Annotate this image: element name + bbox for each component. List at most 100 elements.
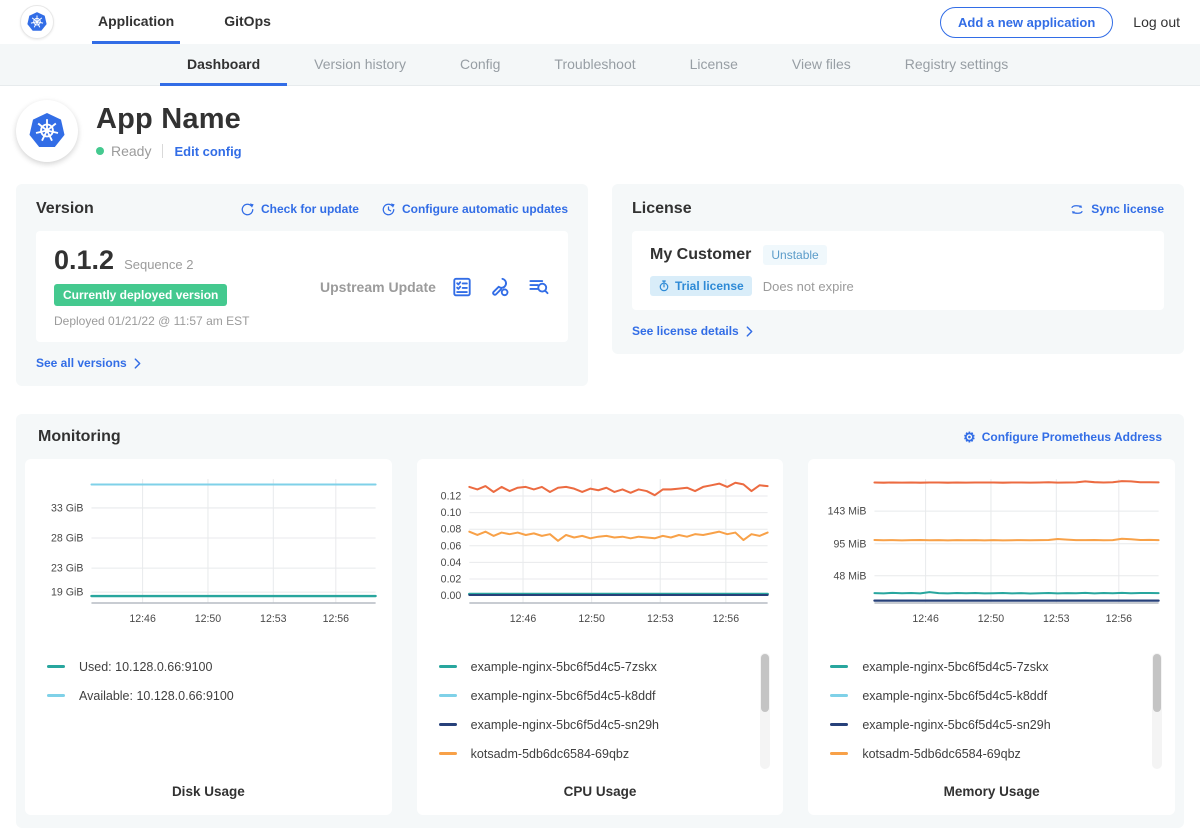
scrollbar-thumb[interactable] [1153,654,1161,712]
legend-item: example-nginx-5bc6f5d4c5-sn29h [830,710,1167,739]
logout-button[interactable]: Log out [1133,14,1180,30]
app-tab-version-history[interactable]: Version history [287,44,433,86]
svg-text:19 GiB: 19 GiB [51,587,83,599]
chart-plot: 0.12 0.10 0.08 0.06 0.04 0.02 0.00 12:46 12:50 12… [425,471,776,638]
app-tab-config[interactable]: Config [433,44,527,86]
edit-config-link[interactable]: Edit config [174,144,241,159]
chart-title: Memory Usage [816,784,1167,799]
svg-text:0.08: 0.08 [440,524,461,536]
configure-automatic-updates-link[interactable]: Configure automatic updates [381,202,568,217]
legend-label: example-nginx-5bc6f5d4c5-sn29h [862,718,1050,732]
legend-item: example-nginx-5bc6f5d4c5-k8ddf [830,681,1167,710]
svg-text:0.02: 0.02 [440,573,461,585]
channel-badge: Unstable [763,245,826,265]
version-panel-title: Version [36,200,94,218]
svg-text:0.10: 0.10 [440,507,461,519]
chart-card-disk-usage: 33 GiB28 GiB23 GiB19 GiB12:4612:5012:531… [25,459,392,815]
svg-text:12:56: 12:56 [1106,613,1133,625]
legend-label: example-nginx-5bc6f5d4c5-7zskx [471,660,657,674]
svg-text:12:56: 12:56 [323,613,350,625]
legend-label: example-nginx-5bc6f5d4c5-k8ddf [471,689,656,703]
legend-color-dash-icon [830,665,848,668]
customer-name: My Customer [650,246,751,264]
add-new-application-button[interactable]: Add a new application [940,7,1113,38]
see-all-versions-link[interactable]: See all versions [36,356,141,370]
svg-text:0.00: 0.00 [440,590,461,602]
check-for-update-link[interactable]: Check for update [240,202,359,217]
svg-text:48 MiB: 48 MiB [834,570,867,582]
legend-item: kotsadm-5db6dc6584-69qbz [439,739,776,768]
legend-scrollbar[interactable] [1152,653,1162,769]
license-expiry: Does not expire [763,279,854,294]
trial-license-badge: Trial license [650,276,752,296]
legend-item: example-nginx-5bc6f5d4c5-7zskx [830,652,1167,681]
legend-color-dash-icon [47,694,65,697]
version-number: 0.1.2 [54,245,114,276]
monitoring-section: Monitoring ⚙ Configure Prometheus Addres… [16,414,1184,828]
top-nav-tabs: Application GitOps [54,0,277,44]
legend-color-dash-icon [830,723,848,726]
svg-text:12:56: 12:56 [712,613,739,625]
legend-label: kotsadm-5db6dc6584-69qbz [862,747,1020,761]
legend-color-dash-icon [439,723,457,726]
configure-prometheus-link[interactable]: ⚙ Configure Prometheus Address [963,430,1162,444]
svg-text:12:46: 12:46 [509,613,536,625]
config-wrench-icon[interactable] [489,276,511,298]
legend-color-dash-icon [830,694,848,697]
chevron-right-icon [134,358,141,369]
svg-text:23 GiB: 23 GiB [51,563,83,575]
see-license-details-link[interactable]: See license details [632,324,753,338]
app-header: App Name Ready Edit config [0,86,1200,178]
clock-refresh-icon [381,202,396,217]
svg-text:33 GiB: 33 GiB [51,502,83,514]
legend-scrollbar[interactable] [760,653,770,769]
app-tab-dashboard[interactable]: Dashboard [160,44,287,86]
chart-legend: example-nginx-5bc6f5d4c5-7zskx example-n… [439,652,776,772]
legend-item: Used: 10.128.0.66:9100 [47,652,384,681]
legend-color-dash-icon [439,694,457,697]
legend-label: Available: 10.128.0.66:9100 [79,689,234,703]
top-tab-gitops[interactable]: GitOps [218,0,277,44]
chart-legend: Used: 10.128.0.66:9100 Available: 10.128… [47,652,384,772]
app-tab-view-files[interactable]: View files [765,44,878,86]
svg-text:12:53: 12:53 [260,613,287,625]
svg-text:0.04: 0.04 [440,557,461,569]
app-avatar-kubernetes-icon [16,100,78,162]
svg-text:143 MiB: 143 MiB [828,506,867,518]
deploy-logs-icon[interactable] [527,276,550,298]
svg-text:12:50: 12:50 [578,613,605,625]
legend-color-dash-icon [439,665,457,668]
top-tab-application[interactable]: Application [92,0,180,44]
legend-item: kotsadm-5db6dc6584-69qbz [830,739,1167,768]
status-dot-icon [96,147,104,155]
app-status: Ready [111,143,151,159]
app-tab-license[interactable]: License [663,44,765,86]
version-sequence: Sequence 2 [124,257,193,272]
svg-text:0.06: 0.06 [440,540,461,552]
sync-license-link[interactable]: Sync license [1069,202,1164,217]
license-panel: License Sync license My Customer Unstabl… [612,184,1184,354]
sync-arrows-icon [1069,202,1085,217]
svg-text:0.12: 0.12 [440,491,461,503]
chart-plot: 33 GiB28 GiB23 GiB19 GiB12:4612:5012:531… [33,471,384,638]
chart-legend: example-nginx-5bc6f5d4c5-7zskx example-n… [830,652,1167,772]
currently-deployed-badge: Currently deployed version [54,284,227,306]
legend-item: example-nginx-5bc6f5d4c5-k8ddf [439,681,776,710]
chart-card-memory-usage: 143 MiB95 MiB48 MiB12:4612:5012:5312:56 … [808,459,1175,815]
chart-title: CPU Usage [425,784,776,799]
app-tab-registry-settings[interactable]: Registry settings [878,44,1035,86]
scrollbar-thumb[interactable] [761,654,769,712]
legend-item: example-nginx-5bc6f5d4c5-7zskx [439,652,776,681]
kubernetes-logo[interactable] [20,5,54,39]
legend-label: Used: 10.128.0.66:9100 [79,660,212,674]
svg-text:12:53: 12:53 [1043,613,1070,625]
app-tab-troubleshoot[interactable]: Troubleshoot [527,44,662,86]
legend-label: example-nginx-5bc6f5d4c5-k8ddf [862,689,1047,703]
chart-title: Disk Usage [33,784,384,799]
preflight-checks-icon[interactable] [451,276,473,298]
legend-color-dash-icon [47,665,65,668]
legend-label: example-nginx-5bc6f5d4c5-sn29h [471,718,659,732]
legend-color-dash-icon [439,752,457,755]
monitoring-title: Monitoring [38,428,121,446]
gear-icon: ⚙ [963,430,976,444]
